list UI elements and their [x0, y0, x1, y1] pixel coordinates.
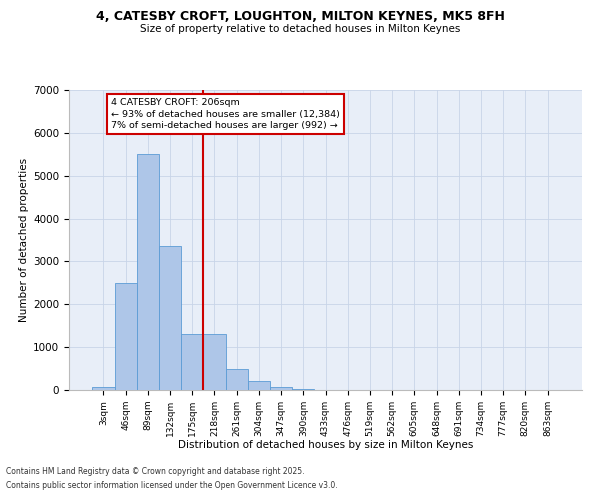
- X-axis label: Distribution of detached houses by size in Milton Keynes: Distribution of detached houses by size …: [178, 440, 473, 450]
- Text: 4, CATESBY CROFT, LOUGHTON, MILTON KEYNES, MK5 8FH: 4, CATESBY CROFT, LOUGHTON, MILTON KEYNE…: [95, 10, 505, 23]
- Bar: [137, 154, 159, 390]
- Bar: [248, 380, 270, 390]
- Bar: [203, 334, 226, 390]
- Bar: [226, 370, 248, 390]
- Y-axis label: Number of detached properties: Number of detached properties: [19, 158, 29, 322]
- Text: Size of property relative to detached houses in Milton Keynes: Size of property relative to detached ho…: [140, 24, 460, 34]
- Bar: [292, 388, 314, 390]
- Bar: [159, 246, 181, 390]
- Bar: [115, 283, 137, 390]
- Bar: [181, 334, 203, 390]
- Bar: [270, 386, 292, 390]
- Text: 4 CATESBY CROFT: 206sqm
← 93% of detached houses are smaller (12,384)
7% of semi: 4 CATESBY CROFT: 206sqm ← 93% of detache…: [111, 98, 340, 130]
- Bar: [92, 386, 115, 390]
- Text: Contains HM Land Registry data © Crown copyright and database right 2025.: Contains HM Land Registry data © Crown c…: [6, 467, 305, 476]
- Text: Contains public sector information licensed under the Open Government Licence v3: Contains public sector information licen…: [6, 481, 338, 490]
